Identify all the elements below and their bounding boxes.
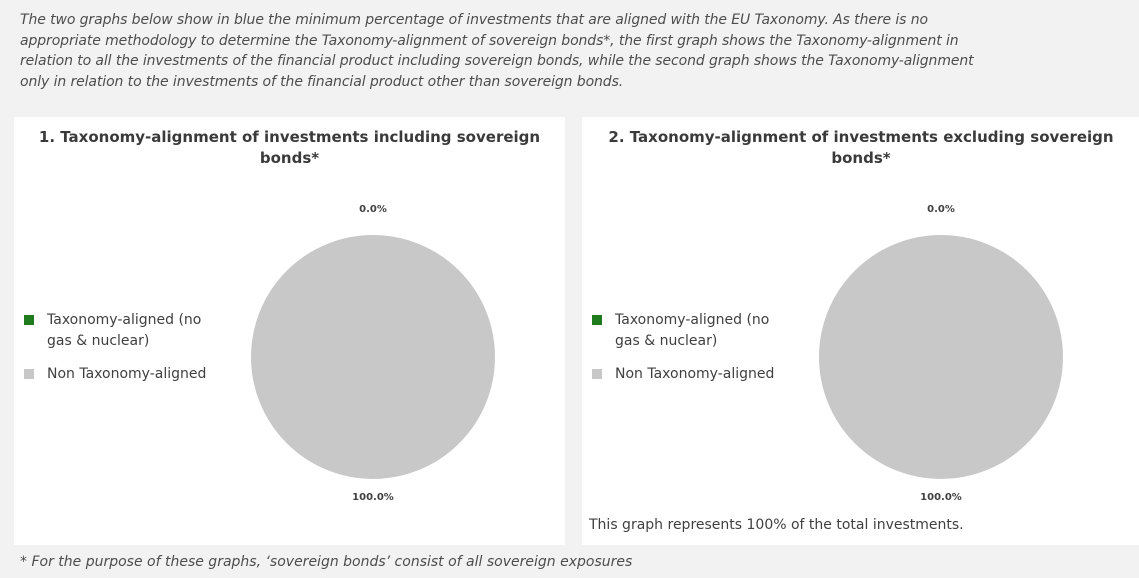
legend-swatch-non-aligned <box>592 369 602 379</box>
chart-legend: Taxonomy-aligned (no gas & nuclear) Non … <box>592 310 812 397</box>
intro-line: only in relation to the investments of t… <box>20 73 624 90</box>
legend-label: Taxonomy-aligned (no <box>47 312 202 328</box>
legend-label: Non Taxonomy-aligned <box>615 366 775 382</box>
chart-title-line: 2. Taxonomy-alignment of investments exc… <box>608 128 1114 146</box>
chart-legend: Taxonomy-aligned (no gas & nuclear) Non … <box>24 310 244 397</box>
pie-slice <box>818 233 1065 481</box>
chart-title-line: 1. Taxonomy-alignment of investments inc… <box>38 128 541 146</box>
chart-note: This graph represents 100% of the total … <box>589 517 964 533</box>
legend-item-non-aligned: Non Taxonomy-aligned <box>24 364 244 385</box>
legend-label: Taxonomy-aligned (no <box>615 312 770 328</box>
chart-title: 2. Taxonomy-alignment of investments exc… <box>582 127 1139 169</box>
pie-chart: 0.0% 100.0% <box>818 204 1065 503</box>
legend-item-aligned: Taxonomy-aligned (no gas & nuclear) <box>24 310 244 352</box>
legend-item-non-aligned: Non Taxonomy-aligned <box>592 364 812 385</box>
intro-line: The two graphs below show in blue the mi… <box>20 12 928 28</box>
chart-title-line: bonds* <box>259 149 320 167</box>
legend-label: Non Taxonomy-aligned <box>47 366 207 382</box>
intro-text: The two graphs below show in blue the mi… <box>20 10 1130 92</box>
legend-label: gas & nuclear) <box>47 333 150 349</box>
data-label: 0.0% <box>927 204 955 215</box>
pie-slice <box>250 233 497 481</box>
chart-panel-excluding-sovereign: 2. Taxonomy-alignment of investments exc… <box>582 117 1139 545</box>
data-label: 100.0% <box>352 492 394 503</box>
legend-swatch-aligned <box>592 315 602 325</box>
data-label: 100.0% <box>920 492 962 503</box>
legend-swatch-non-aligned <box>24 369 34 379</box>
data-label: 0.0% <box>359 204 387 215</box>
intro-line: relation to all the investments of the f… <box>20 53 974 69</box>
legend-swatch-aligned <box>24 315 34 325</box>
chart-title-line: bonds* <box>831 149 891 167</box>
legend-label: gas & nuclear) <box>615 333 718 349</box>
pie-chart: 0.0% 100.0% <box>250 204 497 503</box>
legend-item-aligned: Taxonomy-aligned (no gas & nuclear) <box>592 310 812 352</box>
intro-line: appropriate methodology to determine the… <box>20 32 959 49</box>
chart-title: 1. Taxonomy-alignment of investments inc… <box>14 127 565 169</box>
footnote: * For the purpose of these graphs, ‘sove… <box>20 554 633 570</box>
chart-panel-including-sovereign: 1. Taxonomy-alignment of investments inc… <box>14 117 565 545</box>
